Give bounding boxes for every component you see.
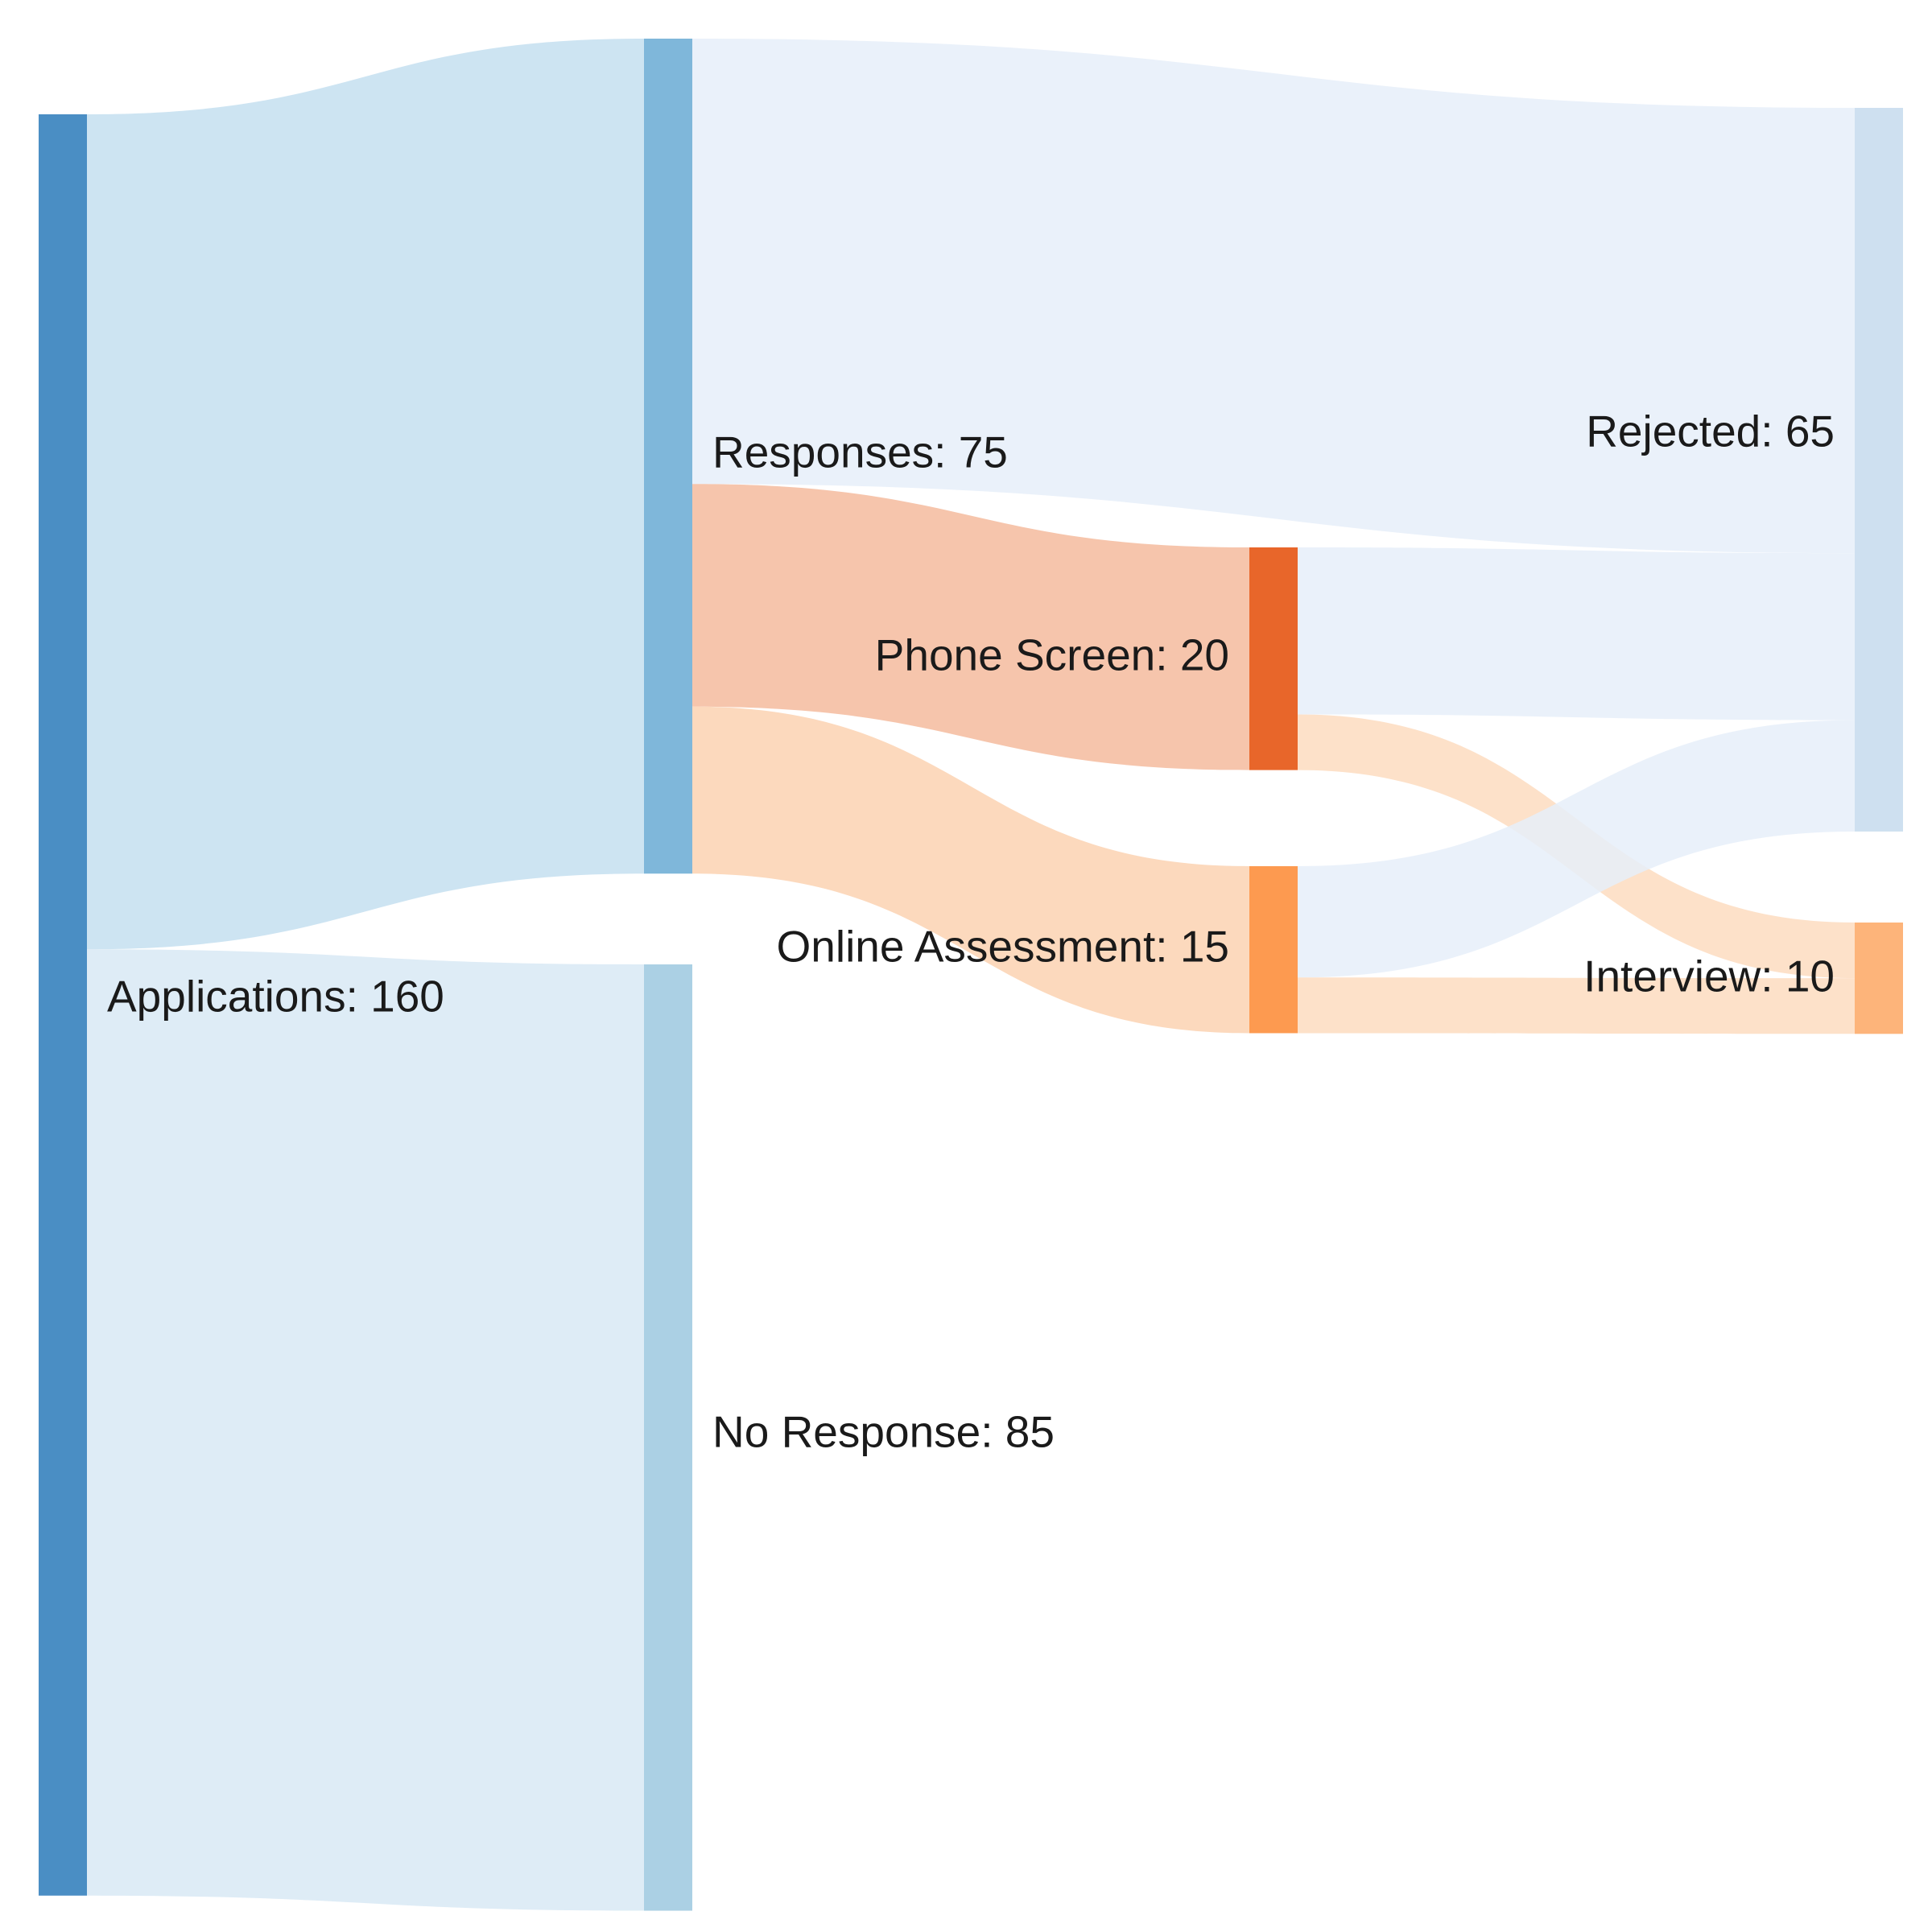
- links-layer: [87, 39, 1855, 1911]
- node-label-online_assessment: Online Assessment: 15: [776, 922, 1229, 972]
- nodes-layer: [39, 39, 1903, 1911]
- link-online_assessment-to-rejected: [1298, 720, 1855, 978]
- node-label-no_response: No Response: 85: [712, 1407, 1055, 1457]
- node-label-responses: Responses: 75: [712, 427, 1008, 477]
- node-label-rejected: Rejected: 65: [1586, 407, 1835, 456]
- node-label-interview: Interview: 10: [1583, 952, 1835, 1001]
- node-label-phone_screen: Phone Screen: 20: [875, 630, 1229, 680]
- link-responses-to-phone_screen: [692, 484, 1249, 770]
- link-online_assessment-to-interview: [1298, 977, 1855, 1034]
- node-responses: [644, 39, 692, 874]
- link-responses-to-online_assessment: [692, 706, 1249, 1034]
- link-applications-to-no_response: [87, 949, 644, 1911]
- node-no_response: [644, 964, 692, 1911]
- link-responses-to-rejected: [692, 39, 1855, 554]
- node-interview: [1855, 923, 1903, 1034]
- node-applications: [39, 114, 87, 1896]
- node-phone_screen: [1249, 547, 1298, 770]
- link-applications-to-responses: [87, 39, 644, 950]
- node-online_assessment: [1249, 866, 1298, 1034]
- node-label-applications: Applications: 160: [107, 972, 444, 1022]
- labels-layer: Applications: 160 Responses: 75 No Respons…: [107, 407, 1835, 1457]
- node-rejected: [1855, 108, 1903, 832]
- link-phone_screen-to-rejected: [1298, 547, 1855, 720]
